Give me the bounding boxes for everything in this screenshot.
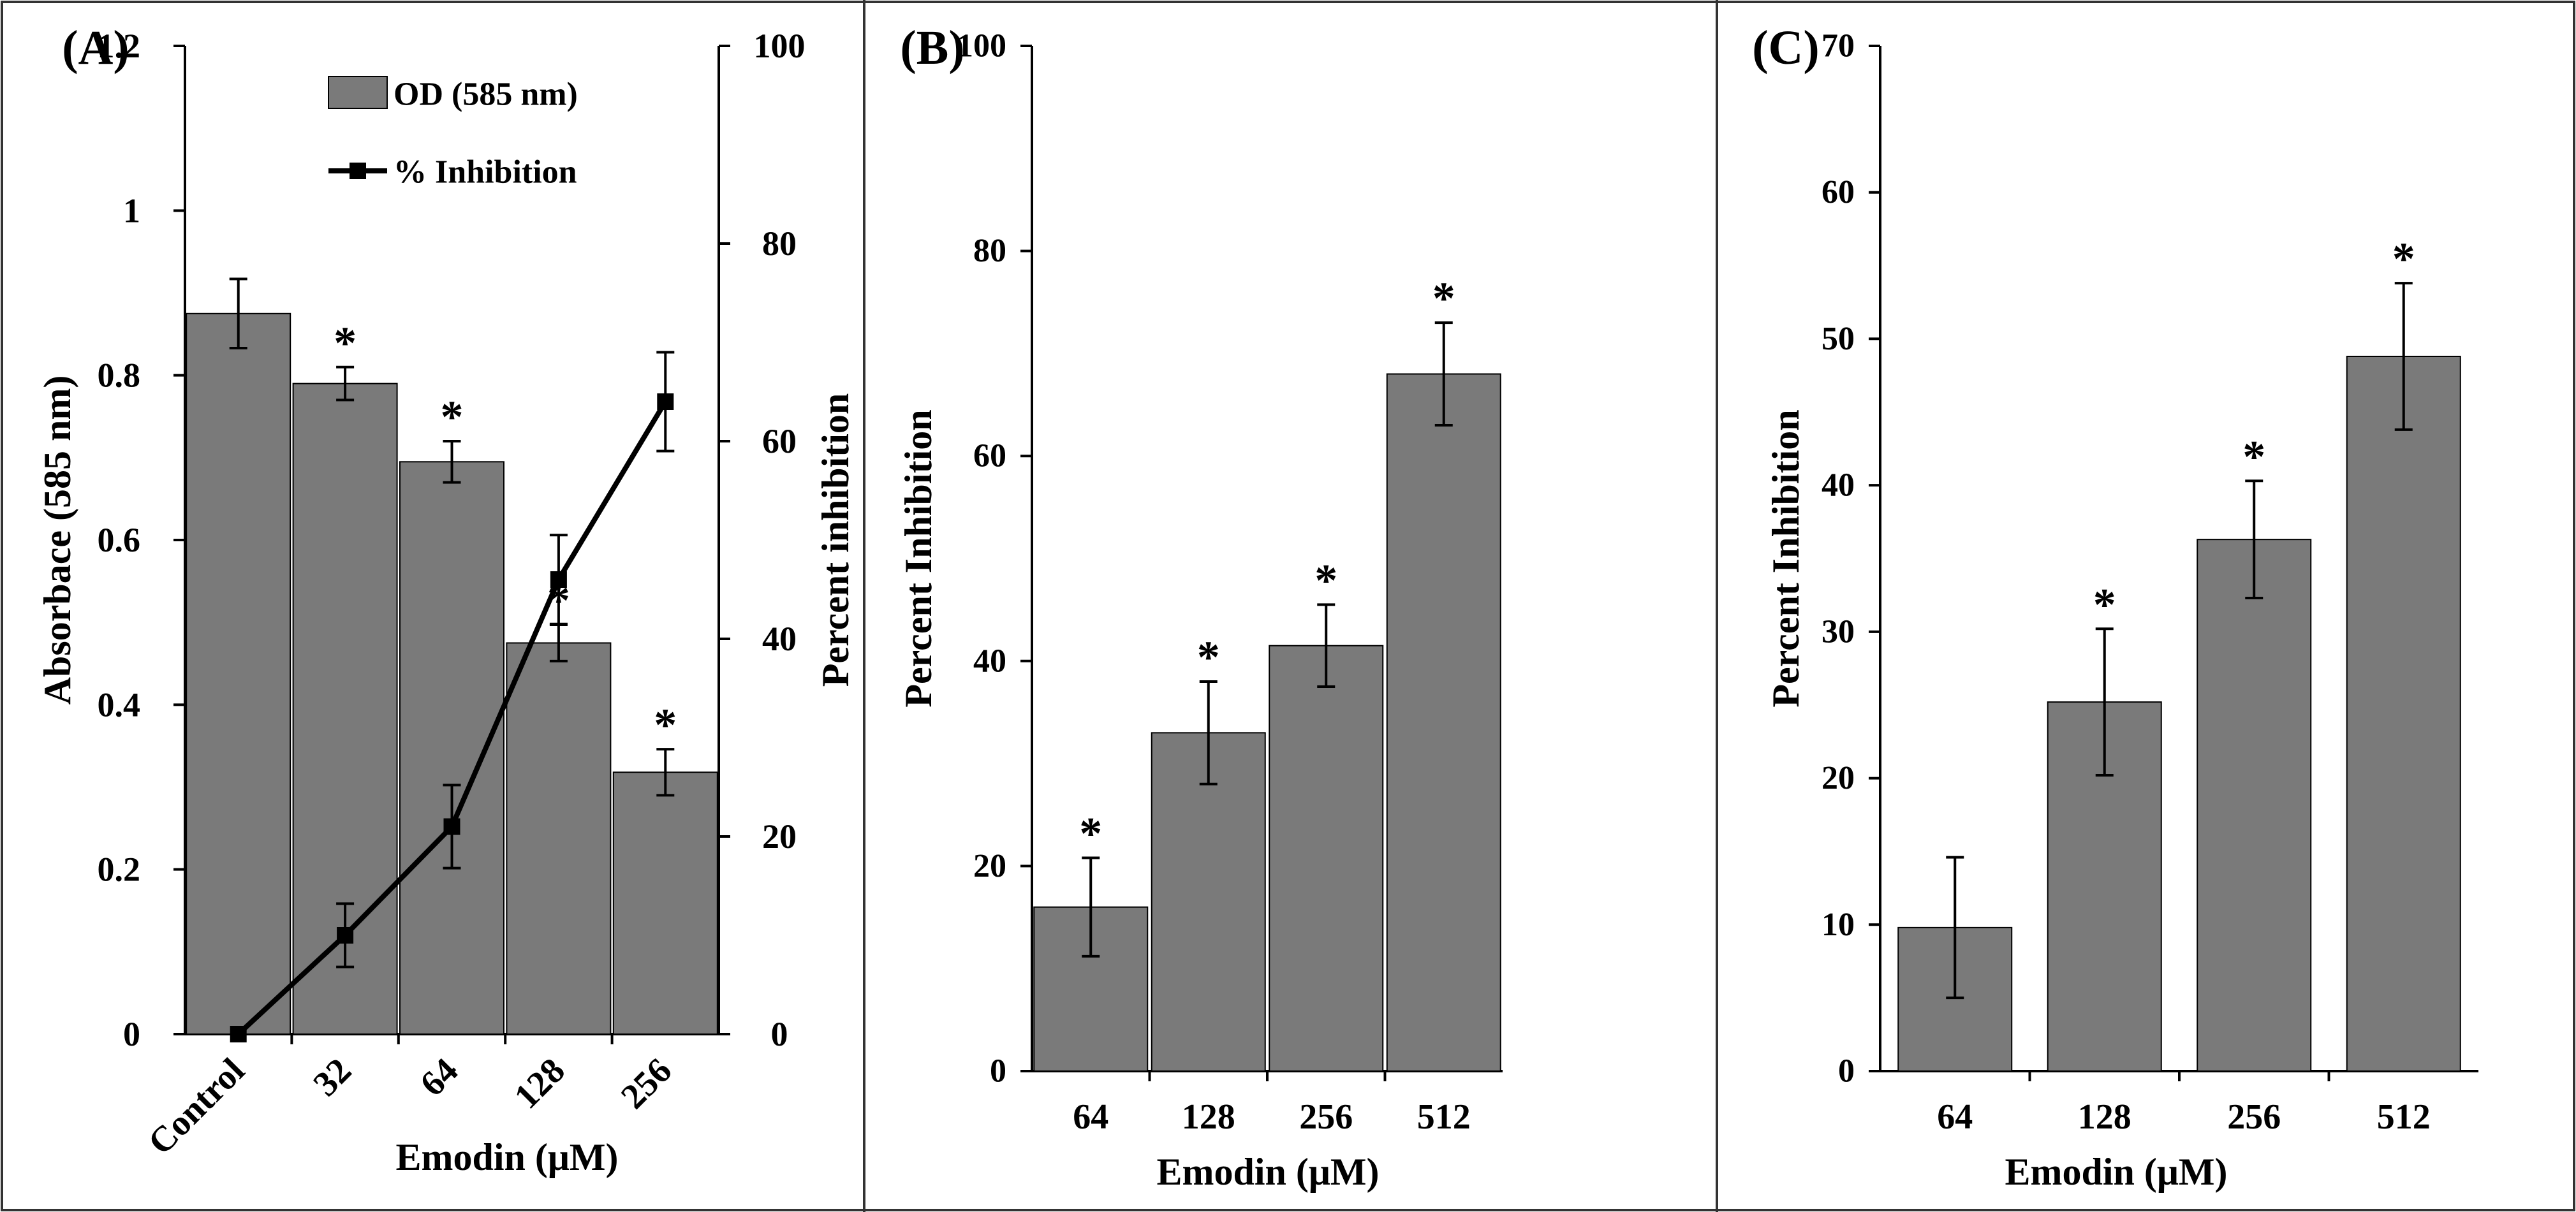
legend-label-inhibition: % Inhibition bbox=[394, 154, 577, 191]
inhibition-marker-a-0 bbox=[230, 1026, 247, 1042]
y-tick-label-c: 10 bbox=[1822, 907, 1855, 943]
left-y-tick-label-a: 0.4 bbox=[98, 685, 141, 724]
inhibition-marker-a-3 bbox=[550, 571, 567, 588]
inhibition-marker-a-4 bbox=[657, 393, 674, 410]
x-tick-label-b-0: 64 bbox=[1073, 1097, 1108, 1137]
bar-a-0 bbox=[186, 312, 291, 1035]
significance-star-a-1: * bbox=[334, 318, 357, 369]
legend-label-od: OD (585 nm) bbox=[394, 77, 578, 113]
left-y-tick-label-a: 1 bbox=[123, 191, 140, 230]
y-axis-title-c: Percent Inhibition bbox=[1765, 409, 1807, 707]
significance-star-a-4: * bbox=[654, 699, 677, 750]
x-axis-title-b: Emodin (μM) bbox=[1156, 1151, 1379, 1193]
left-y-tick-label-a: 0.8 bbox=[98, 356, 141, 395]
y-tick-label-b: 0 bbox=[990, 1053, 1006, 1090]
x-tick-label-a-4: 256 bbox=[614, 1051, 679, 1116]
significance-star-b-2: * bbox=[1314, 555, 1337, 606]
y-tick-label-b: 20 bbox=[973, 848, 1006, 884]
y-tick-label-c: 60 bbox=[1822, 174, 1855, 210]
x-tick-label-b-3: 512 bbox=[1417, 1097, 1471, 1137]
y-tick-label-b: 80 bbox=[973, 233, 1006, 269]
y-axis-title-b: Percent Inhibition bbox=[897, 409, 939, 707]
x-tick-label-b-2: 256 bbox=[1299, 1097, 1353, 1137]
y-tick-label-c: 0 bbox=[1838, 1053, 1855, 1090]
significance-star-c-1: * bbox=[2093, 579, 2116, 630]
inhibition-marker-a-2 bbox=[443, 818, 460, 835]
panel-label-a: (A) bbox=[62, 21, 129, 75]
y-tick-label-b: 60 bbox=[973, 438, 1006, 474]
right-y-tick-label-a: 20 bbox=[762, 817, 797, 856]
right-y-tick-label-a: 80 bbox=[762, 224, 797, 263]
legend-swatch-od bbox=[328, 76, 388, 109]
right-y-tick-label-a: 40 bbox=[762, 620, 797, 658]
inhibition-marker-a-1 bbox=[337, 927, 354, 944]
bar-a-3 bbox=[506, 642, 612, 1035]
significance-star-c-2: * bbox=[2242, 431, 2265, 482]
x-tick-label-a-3: 128 bbox=[507, 1051, 573, 1116]
left-y-tick-label-a: 0.6 bbox=[98, 521, 141, 559]
y-tick-label-c: 30 bbox=[1822, 613, 1855, 650]
x-tick-label-c-3: 512 bbox=[2377, 1097, 2431, 1137]
y-tick-label-b: 100 bbox=[957, 28, 1006, 64]
left-y-tick-label-a: 0 bbox=[123, 1015, 140, 1053]
bar-b-3 bbox=[1386, 373, 1501, 1072]
bar-b-1 bbox=[1151, 732, 1266, 1072]
bar-a-4 bbox=[612, 771, 718, 1035]
right-y-tick-label-a: 100 bbox=[754, 27, 806, 65]
y2-axis-title-a: Percent inhibition bbox=[814, 393, 857, 687]
panel-label-c: (C) bbox=[1752, 21, 1820, 75]
x-tick-label-b-1: 128 bbox=[1182, 1097, 1235, 1137]
x-tick-label-a-0: Control bbox=[141, 1051, 253, 1162]
bar-c-3 bbox=[2346, 355, 2461, 1072]
panel-label-b: (B) bbox=[900, 21, 964, 75]
left-y-tick-label-a: 0.2 bbox=[98, 851, 141, 889]
right-y-tick-label-a: 0 bbox=[771, 1015, 788, 1053]
significance-star-a-2: * bbox=[441, 391, 464, 442]
significance-star-c-3: * bbox=[2392, 233, 2415, 284]
legend-marker-inhibition bbox=[350, 163, 366, 179]
x-axis-title-c: Emodin (μM) bbox=[2005, 1151, 2227, 1193]
bar-c-2 bbox=[2197, 539, 2312, 1072]
y-tick-label-b: 40 bbox=[973, 643, 1006, 679]
y-axis-title-a: Absorbace (585 nm) bbox=[36, 376, 78, 705]
y-tick-label-c: 40 bbox=[1822, 467, 1855, 504]
left-y-tick-label-a: 1.2 bbox=[98, 27, 141, 65]
right-y-tick-label-a: 60 bbox=[762, 422, 797, 460]
x-tick-label-a-1: 32 bbox=[306, 1051, 359, 1104]
x-tick-label-c-1: 128 bbox=[2078, 1097, 2131, 1137]
y-tick-label-c: 70 bbox=[1822, 28, 1855, 64]
x-tick-label-c-0: 64 bbox=[1937, 1097, 1973, 1137]
significance-star-b-1: * bbox=[1197, 632, 1220, 683]
x-axis-title-a: Emodin (μM) bbox=[395, 1136, 618, 1178]
bar-b-2 bbox=[1269, 645, 1384, 1072]
significance-star-b-0: * bbox=[1079, 808, 1102, 859]
x-tick-label-a-2: 64 bbox=[413, 1051, 466, 1104]
significance-star-b-3: * bbox=[1432, 273, 1455, 324]
y-tick-label-c: 50 bbox=[1822, 321, 1855, 357]
y-tick-label-c: 20 bbox=[1822, 760, 1855, 796]
x-tick-label-c-2: 256 bbox=[2227, 1097, 2281, 1137]
